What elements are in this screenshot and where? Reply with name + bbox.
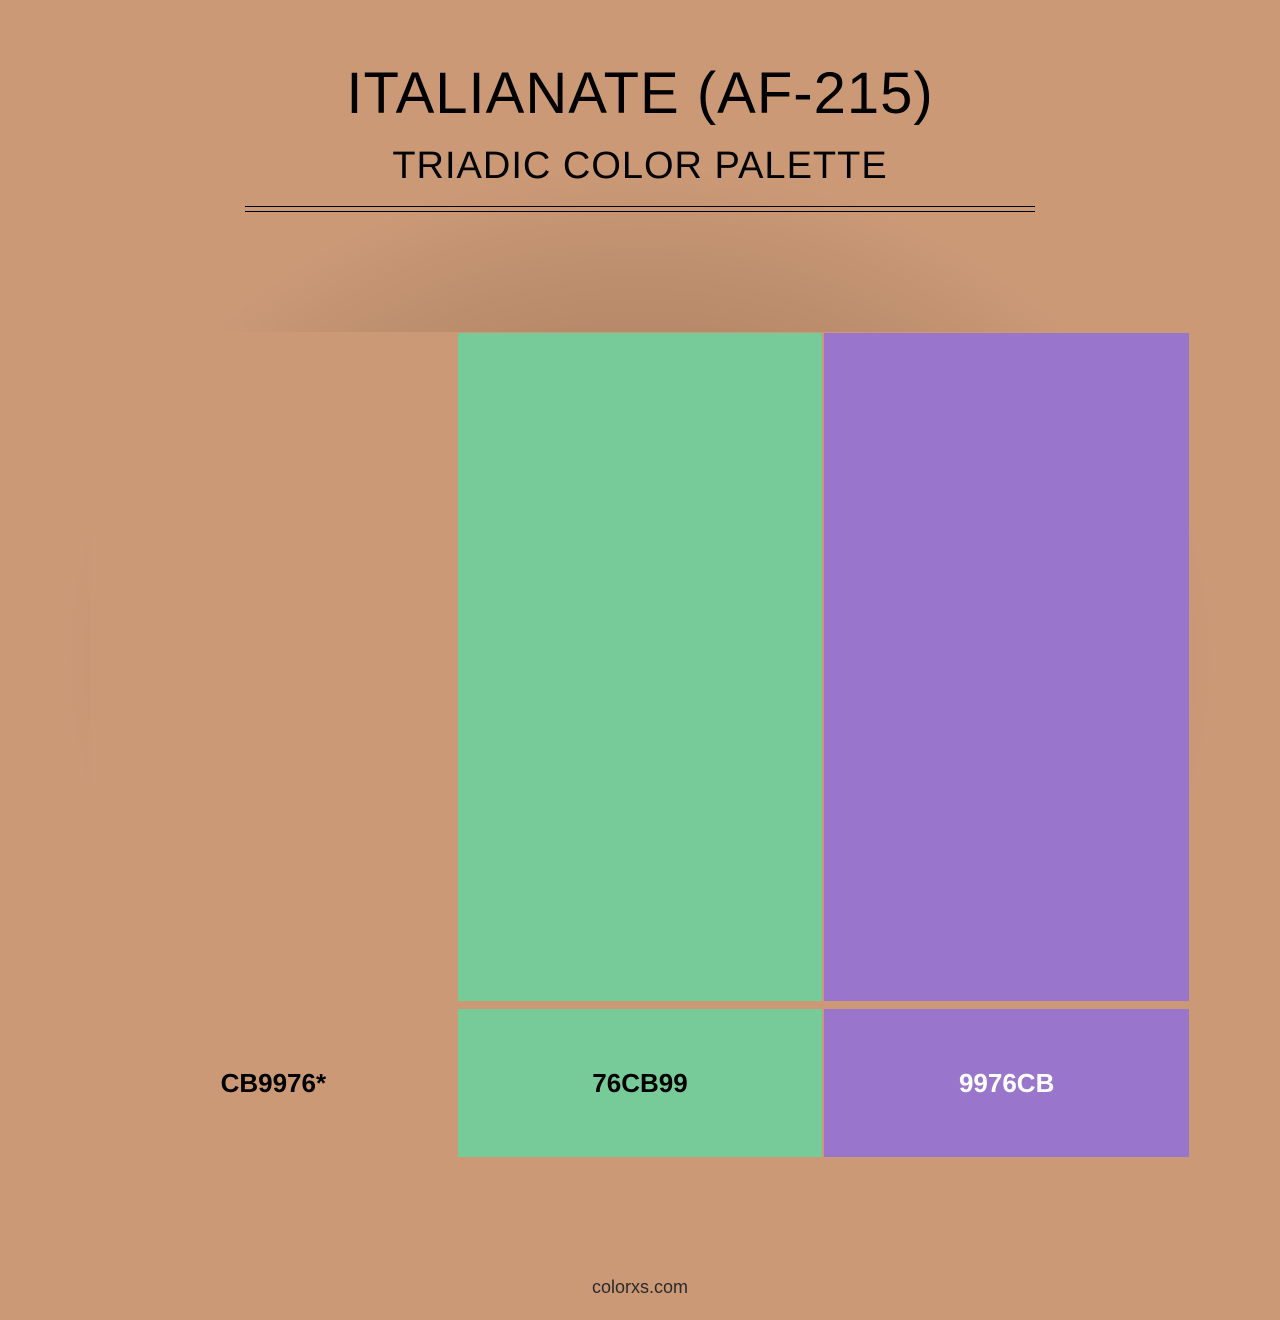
swatch-3 (823, 332, 1190, 1002)
swatch-1 (90, 332, 457, 1002)
swatch-label-1: CB9976* (90, 1008, 457, 1158)
swatch-label-1-text: CB9976* (221, 1068, 327, 1099)
swatch-label-2-text: 76CB99 (592, 1068, 687, 1099)
swatch-label-2: 76CB99 (457, 1008, 824, 1158)
swatch-2 (457, 332, 824, 1002)
swatch-row (90, 332, 1190, 1002)
swatch-label-3-text: 9976CB (959, 1068, 1054, 1099)
palette-wrap: CB9976* 76CB99 9976CB (90, 332, 1190, 1158)
swatch-label-3: 9976CB (823, 1008, 1190, 1158)
label-row: CB9976* 76CB99 9976CB (90, 1008, 1190, 1158)
footer-credit: colorxs.com (0, 1277, 1280, 1298)
page-container: ITALIANATE (AF-215) TRIADIC COLOR PALETT… (0, 0, 1280, 1320)
